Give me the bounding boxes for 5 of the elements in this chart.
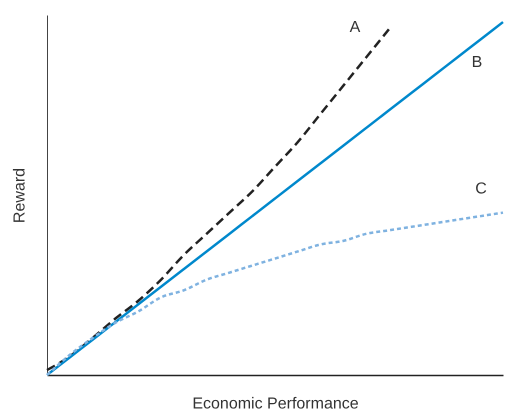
series-label: B <box>472 54 482 72</box>
series-label: A <box>350 19 361 36</box>
series-label: C <box>475 180 487 198</box>
x-axis-title: Economic Performance <box>192 396 359 412</box>
y-axis-title: Reward <box>12 168 28 224</box>
